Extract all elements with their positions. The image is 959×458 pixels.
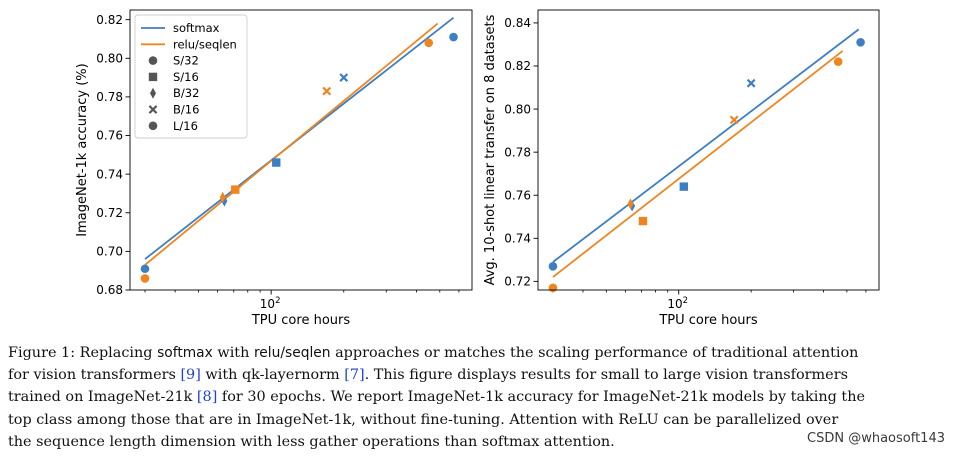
legend-label: L/16: [173, 119, 198, 133]
chart-panel-2: 102 0.72 0.74 0.76 0.78 0.80 0.82 0.84 TPU core …: [483, 9, 880, 328]
legend-marker-l-16: [148, 121, 158, 131]
y-axis-label: ImageNet-1k accuracy (%): [75, 63, 90, 236]
data-point-l-16: [424, 38, 434, 48]
data-point-b-16: [729, 115, 739, 125]
legend-label: S/16: [173, 70, 199, 84]
legend-box: [134, 14, 248, 139]
x-axis-label: TPU core hours: [251, 313, 350, 328]
y-tick-label: 0.74: [504, 232, 531, 246]
x-tick-exponent: 2: [275, 296, 280, 306]
data-point-l-16: [833, 57, 843, 66]
data-point-s-32: [548, 283, 558, 293]
data-point-s-16: [272, 158, 281, 167]
x-axis-label: TPU core hours: [658, 313, 757, 328]
y-tick-label: 0.72: [504, 275, 531, 289]
y-tick-label: 0.80: [504, 102, 531, 116]
y-tick-label: 0.82: [504, 59, 531, 73]
legend-label: B/32: [173, 86, 199, 100]
data-point-s-32: [140, 274, 150, 283]
legend-marker-s-32: [148, 56, 158, 65]
plot-frame: [537, 9, 880, 291]
y-tick-label: 0.78: [96, 90, 123, 104]
chart-legend: softmax relu/seqlen S/32 S/16 B/32 B/16 L/16: [134, 14, 248, 139]
citation-link-7[interactable]: [7]: [344, 367, 365, 384]
y-tick-label: 0.78: [504, 145, 531, 159]
citation-link-8[interactable]: [8]: [196, 389, 218, 406]
chart-panel-1: 102 0.68 0.70 0.72 0.74 0.76 0.78 0.80 0.82 TPU c…: [75, 9, 473, 328]
caption-line-2: for vision transformers [9] with qk-laye…: [8, 367, 848, 384]
data-point-b-32: [627, 198, 634, 210]
data-point-s-16: [231, 185, 240, 194]
x-tick-label: 102: [260, 296, 281, 311]
data-point-s-16: [679, 182, 689, 191]
y-tick-label: 0.68: [96, 283, 123, 297]
y-tick-label: 0.74: [96, 167, 123, 181]
y-tick-label: 0.84: [504, 16, 531, 30]
caption-line-5: the sequence length dimension with less …: [8, 433, 615, 450]
fit-line-softmax: [552, 28, 860, 263]
data-point-l-16: [856, 38, 865, 47]
watermark: CSDN @whaosoft143: [807, 431, 945, 446]
legend-label: softmax: [173, 21, 220, 35]
plot-frame: [129, 9, 473, 291]
legend-label: relu/seqlen: [173, 37, 237, 51]
y-tick-label: 0.76: [96, 129, 123, 143]
x-tick-exponent: 2: [683, 296, 688, 306]
x-tick-label: 102: [667, 296, 688, 311]
legend-label: B/16: [173, 103, 199, 117]
y-tick-label: 0.70: [96, 245, 123, 259]
data-point-s-16: [638, 216, 648, 226]
legend-marker-b-32: [150, 87, 156, 99]
data-point-b-16: [322, 86, 332, 96]
data-point-b-16: [746, 78, 756, 88]
figure-caption: Figure 1: Replacing softmax with relu/se…: [8, 342, 953, 453]
caption-line-4: top class among those that are in ImageN…: [8, 411, 839, 428]
y-tick-label: 0.80: [96, 51, 123, 65]
data-point-b-32: [219, 191, 226, 203]
figure-charts: 102 0.68 0.70 0.72 0.74 0.76 0.78 0.80 0.82 TPU c…: [75, 9, 880, 328]
data-point-l-16: [449, 32, 458, 42]
data-point-s-32: [140, 264, 150, 274]
data-point-s-32: [548, 262, 558, 271]
fit-line-relu-seqlen: [144, 22, 439, 266]
y-axis-label: Avg. 10-shot linear transfer on 8 datase…: [483, 14, 498, 285]
caption-line-3: trained on ImageNet-21k [8] for 30 epoch…: [8, 389, 865, 406]
caption-line-1: Figure 1: Replacing softmax with relu/se…: [8, 345, 859, 361]
citation-link-9[interactable]: [9]: [180, 367, 201, 384]
y-tick-label: 0.72: [96, 206, 123, 220]
legend-marker-b-16: [148, 105, 158, 114]
y-tick-label: 0.76: [504, 188, 531, 202]
fit-line-relu-seqlen: [552, 50, 844, 278]
y-tick-label: 0.82: [96, 13, 123, 27]
data-point-b-16: [339, 73, 349, 82]
legend-label: S/32: [173, 54, 199, 68]
legend-marker-s-16: [148, 72, 158, 82]
